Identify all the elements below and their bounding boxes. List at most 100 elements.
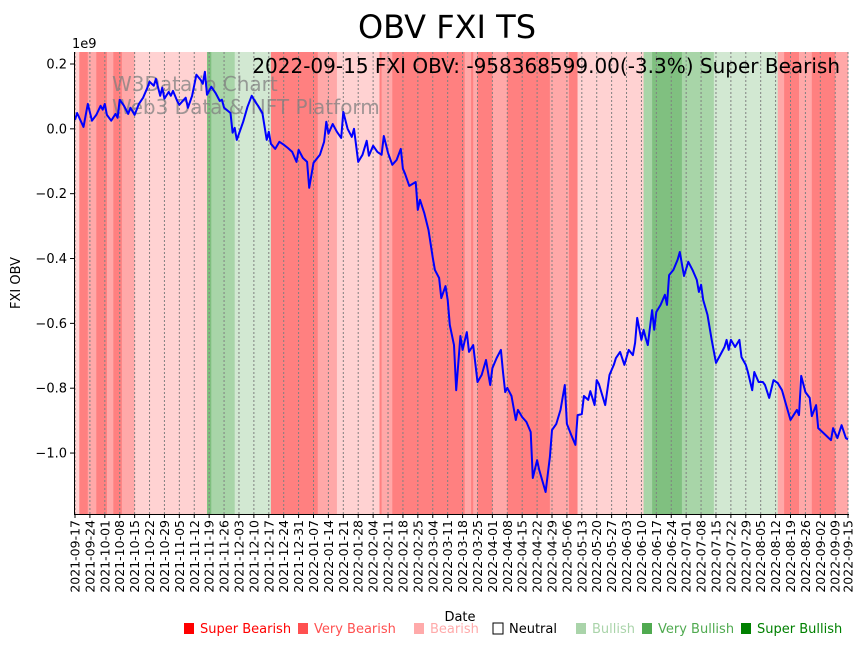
legend-label: Neutral [509,622,557,637]
x-tick-label: 2021-09-17 [68,520,83,593]
x-tick-label: 2022-06-17 [649,520,664,593]
x-ticks: 2021-09-17 2021-09-24 2021-10-01 2021-10-08… [68,514,856,593]
x-tick-label: 2021-10-22 [142,520,157,593]
band-very-bearish [492,52,508,514]
band-super-bullish [652,52,683,514]
x-tick-label: 2022-08-12 [768,520,783,593]
x-tick-label: 2022-02-11 [381,520,396,593]
legend-swatch [184,623,194,634]
band-super-bearish [392,52,465,514]
x-tick-label: 2021-11-12 [187,520,202,593]
x-tick-label: 2022-08-05 [753,520,768,593]
x-tick-label: 2022-03-04 [425,520,440,593]
band-super-bearish [270,52,319,514]
legend-swatch [492,622,504,635]
x-tick-label: 2022-04-15 [515,520,530,593]
x-tick-label: 2022-01-28 [351,520,366,593]
band-super-bearish [784,52,800,514]
x-tick-label: 2022-01-07 [306,520,321,593]
y-tick-label: −0.2 [35,187,67,202]
obv-series-line [74,70,849,493]
band-super-bearish [811,52,836,514]
legend-label: Bearish [430,622,479,637]
chart-title: OBV FXI TS [358,8,536,46]
legend-label: Super Bearish [200,622,291,637]
legend: Super Bearish Very Bearish Bearish Neutral B… [184,622,842,637]
y-tick-label: −1.0 [35,447,67,462]
legend-item-neutral: Neutral [492,622,557,637]
legend-item-super-bullish: Super Bullish [741,622,842,637]
band-very-bearish [835,52,849,514]
x-tick-label: 2022-06-03 [619,520,634,593]
band-very-bearish [317,52,338,514]
sentiment-bands [75,52,849,514]
x-tick-label: 2022-01-14 [321,520,336,593]
y-tick-label: 0.2 [46,57,67,72]
x-tick-label: 2022-07-01 [679,520,694,593]
x-tick-label: 2022-08-26 [798,520,813,593]
band-very-bearish [549,52,570,514]
x-tick-label: 2021-11-19 [202,520,217,593]
legend-label: Super Bullish [757,622,842,637]
band-super-bearish [569,52,578,514]
legend-label: Very Bearish [314,622,396,637]
legend-label: Bullish [592,622,635,637]
band-super-bearish [477,52,493,514]
x-tick-label: 2021-10-08 [112,520,127,593]
x-tick-label: 2022-09-09 [828,520,843,593]
x-tick-label: 2021-09-24 [82,520,97,593]
legend-item-very-bearish: Very Bearish [298,622,396,637]
x-tick-label: 2021-10-29 [157,520,172,593]
legend-label: Very Bullish [658,622,734,637]
band-very-bearish [106,52,114,514]
band-bearish [577,52,644,514]
band-super-bearish [79,52,89,514]
legend-item-super-bearish: Super Bearish [184,622,291,637]
legend-swatch [298,623,308,634]
x-tick-label: 2022-07-15 [708,520,723,593]
band-super-bearish [507,52,551,514]
band-very-bearish [473,52,478,514]
x-tick-label: 2021-10-15 [127,520,142,593]
band-very-bearish [381,52,393,514]
x-tick-label: 2021-11-05 [172,520,187,593]
y-axis-label: FXI OBV [9,257,24,309]
x-tick-label: 2021-12-03 [231,520,246,593]
legend-swatch [741,623,751,634]
x-tick-label: 2022-03-11 [440,520,455,593]
band-bearish [134,52,208,514]
x-tick-label: 2022-05-06 [559,520,574,593]
x-tick-label: 2022-07-22 [723,520,738,593]
legend-item-very-bullish: Very Bullish [642,622,734,637]
y-scale-label: 1e9 [72,37,97,52]
legend-item-bearish: Bearish [414,622,479,637]
x-tick-label: 2022-09-02 [813,520,828,593]
band-super-bearish [379,52,382,514]
band-very-bearish [464,52,472,514]
x-tick-label: 2022-06-24 [664,520,679,593]
band-very-bullish [643,52,653,514]
y-tick-label: −0.4 [35,252,67,267]
x-tick-label: 2021-12-31 [291,520,306,593]
x-tick-label: 2022-04-01 [485,520,500,593]
x-tick-label: 2022-05-27 [604,520,619,593]
x-tick-label: 2022-09-15 [841,520,856,593]
y-ticks: 0.2 0.0 −0.2 −0.4 −0.6 −0.8 −1.0 [35,57,74,462]
legend-item-bullish: Bullish [576,622,635,637]
y-tick-label: 0.0 [46,122,67,137]
x-tick-label: 2021-12-10 [246,520,261,593]
x-tick-label: 2022-05-20 [589,520,604,593]
band-bearish [75,52,80,514]
band-bullish [234,52,272,514]
x-tick-label: 2022-03-18 [455,520,470,593]
x-tick-label: 2022-01-21 [336,520,351,593]
x-tick-label: 2022-08-19 [783,520,798,593]
x-tick-label: 2022-03-25 [470,520,485,593]
x-tick-label: 2022-06-10 [634,520,649,593]
x-tick-label: 2021-10-01 [97,520,112,593]
legend-swatch [642,623,652,634]
band-very-bearish [121,52,135,514]
band-super-bearish [113,52,123,514]
x-tick-label: 2022-05-13 [574,520,589,593]
band-super-bearish [471,52,474,514]
